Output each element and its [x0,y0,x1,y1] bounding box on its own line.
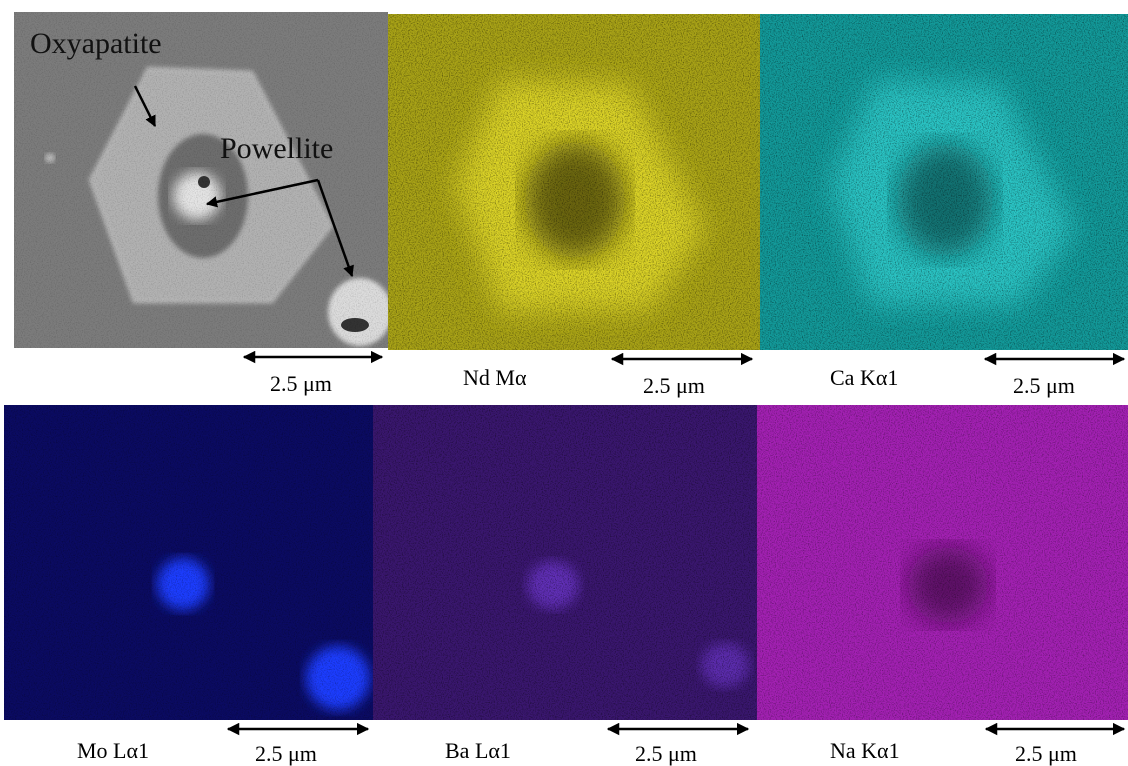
annotation: Powellite [220,132,333,165]
map-label: Ca Kα1 [830,365,898,390]
scale-label: 2.5 μm [635,741,697,766]
element-map [757,405,1128,720]
element-map [760,14,1128,350]
map-label: Ba Lα1 [445,738,511,763]
annotation: Oxyapatite [30,27,162,60]
element-map [388,14,760,350]
element-map [4,405,373,720]
sem-image [14,12,392,348]
map-label: Nd Mα [463,365,527,390]
figure: Oxyapatite Powellite 2.5 μm Nd M [0,0,1128,766]
scale-label: 2.5 μm [270,371,332,396]
scale-label: 2.5 μm [1015,741,1077,766]
scale-label: 2.5 μm [1013,373,1075,398]
element-map [373,405,757,720]
map-label: Mo Lα1 [77,738,149,763]
scale-label: 2.5 μm [255,741,317,766]
scale-label: 2.5 μm [643,373,705,398]
map-label: Na Kα1 [830,738,900,763]
